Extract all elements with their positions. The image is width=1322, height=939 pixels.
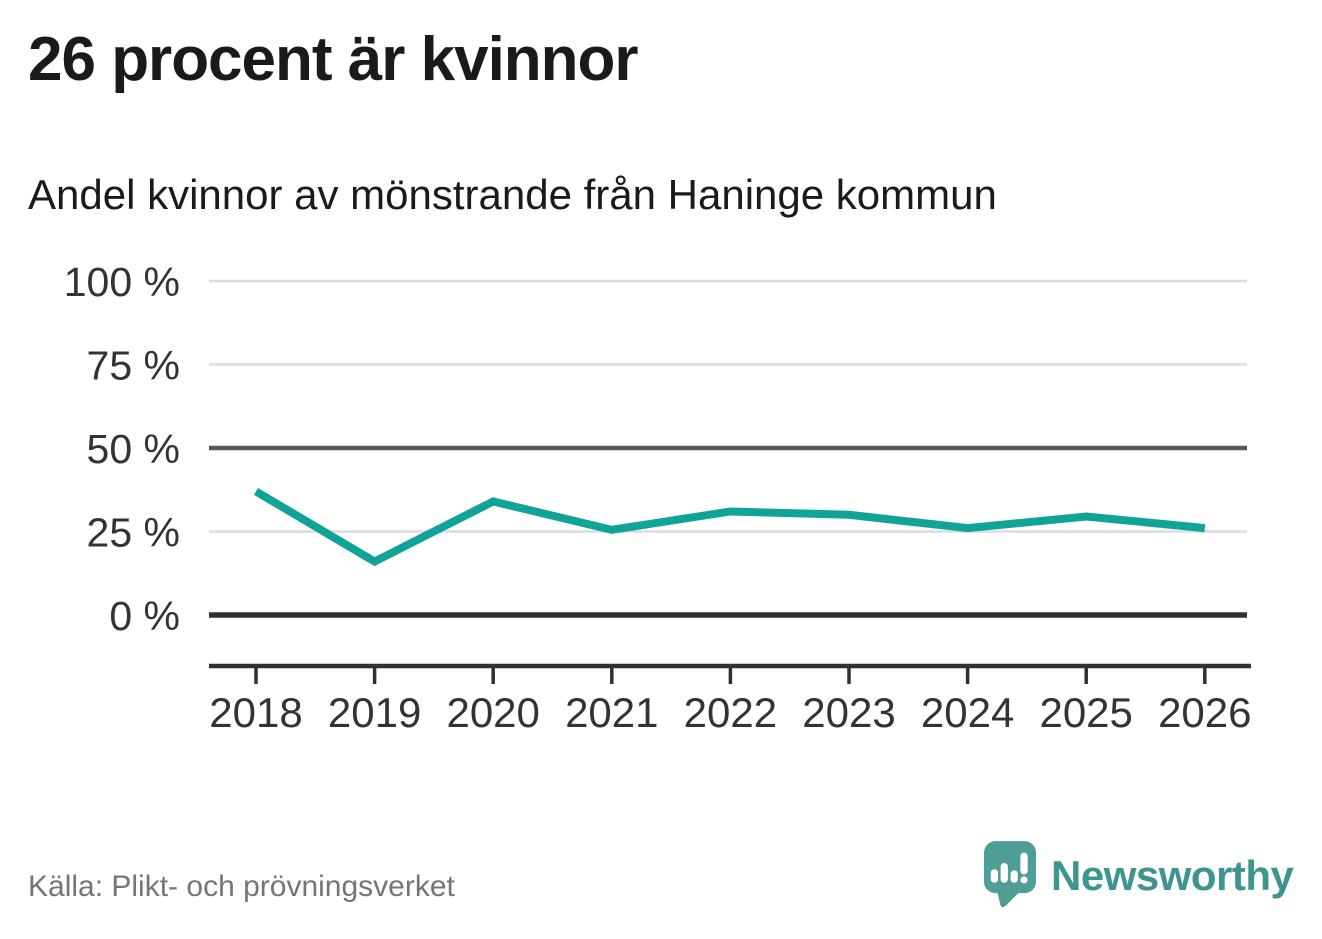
x-axis-tick-label: 2018: [209, 689, 302, 736]
y-axis-tick-label: 50 %: [87, 426, 180, 472]
x-axis-tick-label: 2022: [684, 689, 777, 736]
data-line-andel-kvinnor-av-mönstrande: [253, 487, 1206, 567]
page-title: 26 procent är kvinnor: [28, 25, 639, 94]
brand-name: Newsworthy: [1051, 852, 1294, 899]
x-axis-tick-label: 2021: [565, 689, 658, 736]
x-axis-tick-label: 2026: [1158, 689, 1251, 736]
y-axis-tick-label: 0 %: [109, 593, 180, 639]
source-text: Källa: Plikt- och prövningsverket: [28, 870, 455, 903]
y-axis-tick-label: 25 %: [87, 510, 180, 556]
x-axis-tick-label: 2023: [802, 689, 895, 736]
x-axis-tick-label: 2024: [921, 689, 1014, 736]
chart-subtitle: Andel kvinnor av mönstrande från Haninge…: [28, 171, 997, 218]
x-axis-tick-label: 2019: [328, 689, 421, 736]
x-axis-tick-label: 2020: [446, 689, 539, 736]
newsworthy-logo: Newsworthy: [984, 841, 1294, 911]
newsworthy-bubble-chart-icon: [984, 841, 1036, 908]
y-axis-tick-label: 100 %: [64, 259, 180, 305]
y-axis-tick-label: 75 %: [87, 343, 180, 389]
x-axis-tick-label: 2025: [1039, 689, 1132, 736]
